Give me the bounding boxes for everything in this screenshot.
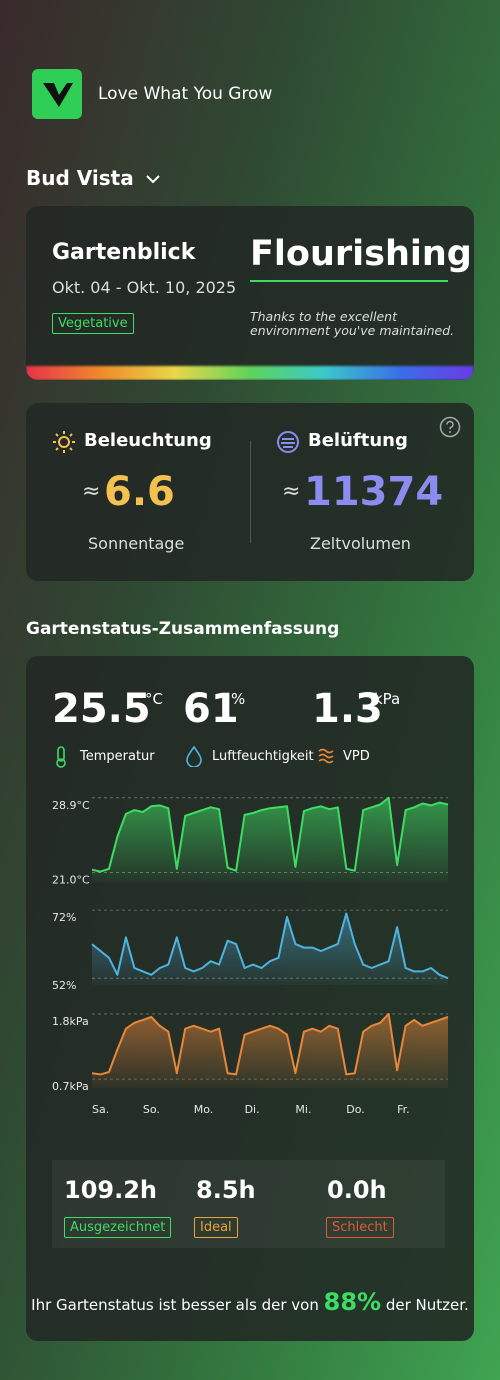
- status-note: Thanks to the excellent environment you'…: [250, 309, 455, 338]
- metric-value: 25.5: [52, 686, 151, 732]
- line: [91, 912, 449, 980]
- status: Flourishing: [250, 234, 472, 282]
- x-tick-label: Do.: [346, 1103, 365, 1116]
- divider: [250, 441, 251, 543]
- app-logo: [32, 69, 82, 119]
- metric-value: 1.3: [312, 686, 383, 732]
- ventilation-icon: [277, 431, 299, 453]
- garden-selector[interactable]: Bud Vista: [26, 166, 161, 190]
- area: [92, 1013, 448, 1088]
- lighting-title: Beleuchtung: [84, 430, 212, 451]
- hours-badge: Ideal: [194, 1217, 238, 1238]
- footer-percent: 88%: [323, 1288, 382, 1316]
- line: [91, 796, 449, 873]
- stage-badge: Vegetative: [52, 313, 134, 334]
- hours-badge: Schlecht: [326, 1217, 394, 1238]
- thermometer-icon: [56, 746, 66, 768]
- hours-value: 8.5h: [196, 1176, 256, 1204]
- y-tick-label: 1.8kPa: [52, 1015, 89, 1028]
- y-tick-label: 21.0°C: [52, 874, 90, 887]
- footer-text: der Nutzer.: [385, 1296, 469, 1314]
- y-tick-label: 0.7kPa: [52, 1080, 89, 1093]
- help-button[interactable]: [439, 416, 461, 438]
- y-tick-label: 72%: [52, 911, 76, 924]
- metric-unit: kPa: [374, 690, 401, 708]
- area: [92, 913, 448, 985]
- sun-icon: [53, 431, 75, 453]
- x-tick-label: Mi.: [295, 1103, 311, 1116]
- metric-unit: %: [231, 690, 246, 708]
- vpd-icon: [318, 748, 334, 764]
- summary-title: Gartenstatus-Zusammenfassung: [26, 619, 340, 639]
- stats-card: Beleuchtung ≈ 6.6 Sonnentage Belüftung ≈…: [26, 403, 474, 581]
- metric-unit: °C: [145, 690, 163, 708]
- x-tick-label: Di.: [245, 1103, 260, 1116]
- hours-panel: [52, 1160, 445, 1248]
- garden-name: Bud Vista: [26, 166, 134, 190]
- ventilation-title: Belüftung: [308, 430, 408, 451]
- overview-card: Gartenblick Okt. 04 - Okt. 10, 2025 Vege…: [26, 206, 474, 380]
- area: [92, 797, 448, 882]
- metric-label: Luftfeuchtigkeit: [212, 749, 314, 764]
- x-tick-label: Sa.: [92, 1103, 109, 1116]
- footer: Ihr Gartenstatus ist besser als der von …: [26, 1288, 474, 1316]
- y-tick-label: 52%: [52, 979, 76, 992]
- line: [91, 1012, 449, 1076]
- rainbow-bar: [26, 366, 474, 380]
- metric-label: Temperatur: [80, 749, 155, 764]
- humidity-icon: [186, 745, 202, 767]
- x-tick-label: Mo.: [194, 1103, 214, 1116]
- summary-card: 25.5 °C 61 % 1.3 kPa Temperatur Luftfeuc…: [26, 656, 474, 1341]
- footer-text: Ihr Gartenstatus ist besser als der von: [31, 1296, 319, 1314]
- approx-sign: ≈: [282, 479, 301, 504]
- x-tick-label: So.: [143, 1103, 160, 1116]
- dropdown-icon: [145, 175, 160, 184]
- hours-value: 109.2h: [64, 1176, 157, 1204]
- x-tick-label: Fr.: [397, 1103, 410, 1116]
- hours-value: 0.0h: [327, 1176, 387, 1204]
- y-tick-label: 28.9°C: [52, 799, 90, 812]
- hours-badge: Ausgezeichnet: [64, 1217, 172, 1238]
- ventilation-label: Zeltvolumen: [310, 534, 411, 553]
- overview-title: Gartenblick: [52, 240, 196, 265]
- approx-sign: ≈: [82, 479, 101, 504]
- metric-label: VPD: [343, 749, 370, 764]
- lighting-label: Sonnentage: [88, 534, 185, 553]
- lighting-value: 6.6: [104, 469, 175, 515]
- ventilation-value: 11374: [304, 469, 444, 515]
- date-range: Okt. 04 - Okt. 10, 2025: [52, 278, 237, 297]
- metric-value: 61: [183, 686, 239, 732]
- app-name: Love What You Grow: [98, 84, 273, 104]
